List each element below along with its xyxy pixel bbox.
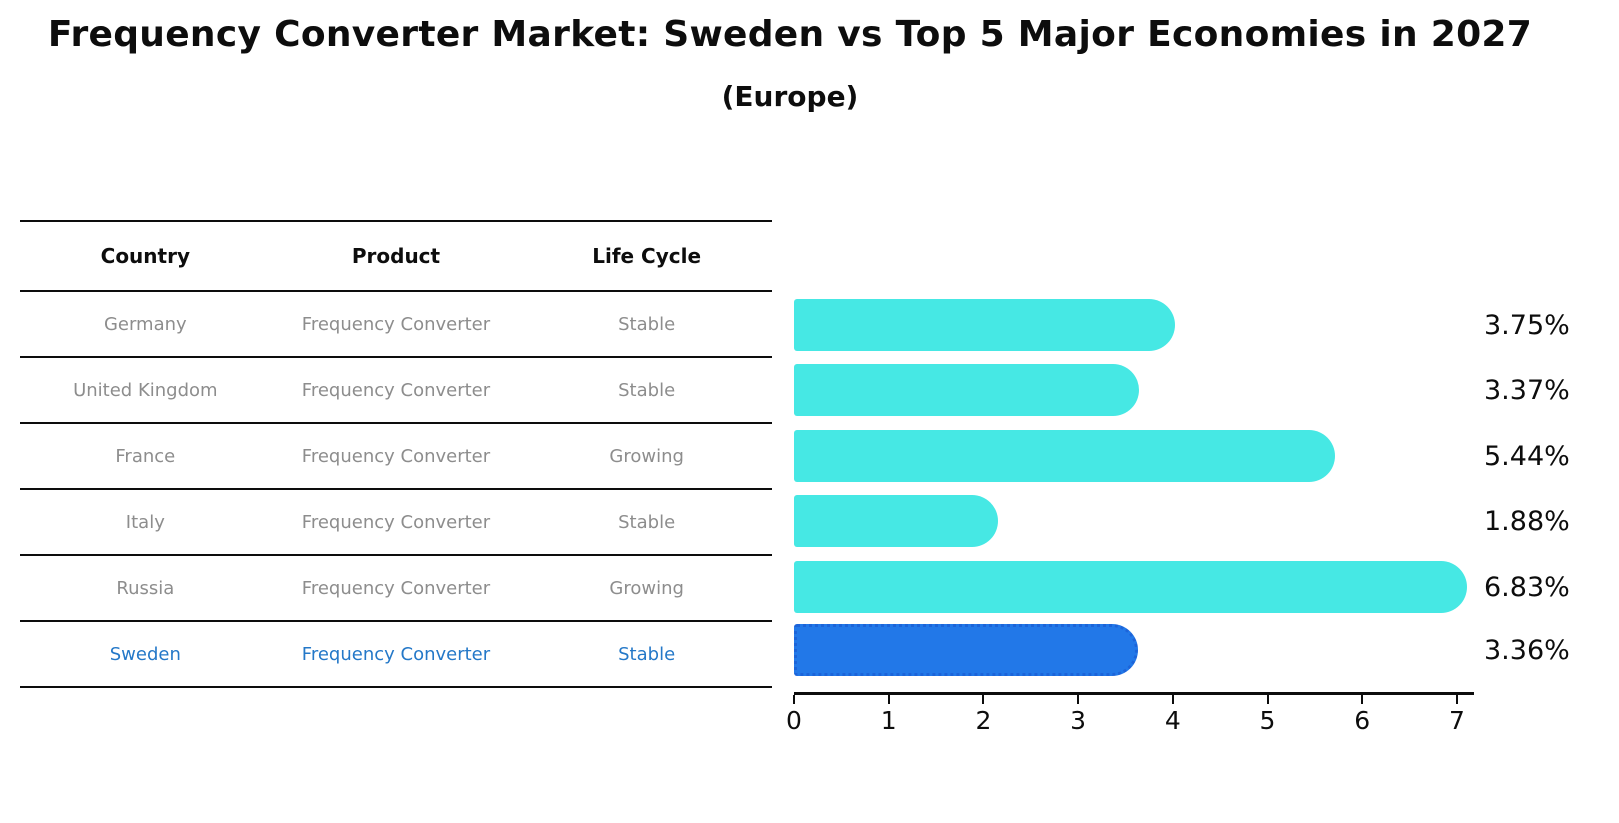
table-header-row: Country Product Life Cycle <box>20 222 772 292</box>
x-tick-label: 1 <box>880 706 897 735</box>
cell-product-germany: Frequency Converter <box>301 313 491 335</box>
bar-italy <box>794 495 998 547</box>
tick-mark <box>793 695 795 704</box>
x-tick-label: 6 <box>1354 706 1371 735</box>
cell-country-germany: Germany <box>103 313 187 335</box>
bar-germany <box>794 299 1176 351</box>
value-label-germany: 3.75% <box>1484 309 1570 341</box>
x-tick-label: 4 <box>1164 706 1181 735</box>
column-header-life-cycle: Life Cycle <box>592 244 702 268</box>
x-tick-label: 3 <box>1070 706 1087 735</box>
x-axis-line <box>794 692 1474 695</box>
tick-mark <box>887 695 890 704</box>
tick-mark <box>1266 695 1269 704</box>
table-row-united-kingdom: United Kingdom Frequency Converter Stabl… <box>20 358 772 424</box>
value-label-sweden: 3.36% <box>1484 634 1570 666</box>
column-header-product: Product <box>351 244 441 268</box>
table-row-germany: Germany Frequency Converter Stable <box>20 292 772 358</box>
x-tick-label: 2 <box>975 706 992 735</box>
column-header-country: Country <box>100 244 190 268</box>
x-tick-label: 7 <box>1448 706 1465 735</box>
tick-mark <box>982 695 985 704</box>
cell-country-russia: Russia <box>116 577 175 599</box>
comparison-table: Country Product Life Cycle Germany Frequ… <box>20 220 772 688</box>
table-row-russia: Russia Frequency Converter Growing <box>20 556 772 622</box>
x-tick-label: 0 <box>786 706 802 735</box>
x-axis: 0 1 2 3 4 5 6 7 <box>786 695 1474 740</box>
x-tick-label: 5 <box>1259 706 1276 735</box>
cell-life-cycle-italy: Stable <box>618 511 676 533</box>
bar-russia <box>794 561 1467 613</box>
cell-product-italy: Frequency Converter <box>301 511 491 533</box>
cell-life-cycle-russia: Growing <box>609 577 684 599</box>
tick-mark <box>1361 695 1364 704</box>
bar-united-kingdom <box>794 364 1140 416</box>
cell-life-cycle-united-kingdom: Stable <box>618 379 676 401</box>
cell-product-france: Frequency Converter <box>301 445 491 467</box>
value-label-france: 5.44% <box>1484 440 1570 472</box>
tick-mark <box>1077 695 1080 704</box>
cell-life-cycle-sweden: Stable <box>618 643 676 665</box>
table-row-france: France Frequency Converter Growing <box>20 424 772 490</box>
tick-mark <box>1171 695 1174 704</box>
cell-country-united-kingdom: United Kingdom <box>73 379 218 401</box>
cell-product-sweden: Frequency Converter <box>301 643 491 665</box>
cell-product-russia: Frequency Converter <box>301 577 491 599</box>
cell-country-italy: Italy <box>125 511 165 533</box>
cell-country-sweden: Sweden <box>109 643 181 665</box>
table-row-sweden: Sweden Frequency Converter Stable <box>20 622 772 688</box>
bar-sweden <box>794 624 1139 676</box>
cell-life-cycle-france: Growing <box>609 445 684 467</box>
value-label-united-kingdom: 3.37% <box>1484 374 1570 406</box>
value-label-russia: 6.83% <box>1484 571 1570 603</box>
value-label-italy: 1.88% <box>1484 505 1570 537</box>
cell-country-france: France <box>115 445 176 467</box>
cell-product-united-kingdom: Frequency Converter <box>301 379 491 401</box>
table-row-italy: Italy Frequency Converter Stable <box>20 490 772 556</box>
chart-subtitle: (Europe) <box>721 80 859 113</box>
bar-france <box>794 430 1336 482</box>
tick-mark <box>1455 695 1458 704</box>
chart-title: Frequency Converter Market: Sweden vs To… <box>47 14 1533 55</box>
cell-life-cycle-germany: Stable <box>618 313 676 335</box>
